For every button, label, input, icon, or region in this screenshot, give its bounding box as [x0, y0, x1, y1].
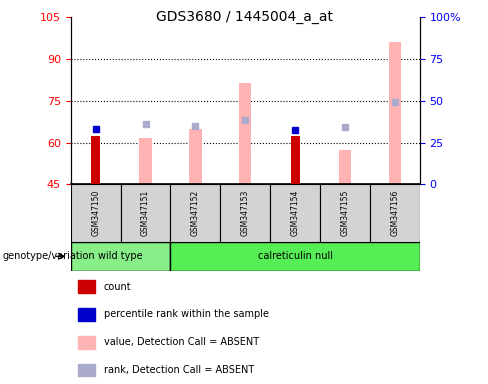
Bar [320, 184, 370, 242]
Text: GDS3680 / 1445004_a_at: GDS3680 / 1445004_a_at [156, 10, 332, 23]
Text: count: count [103, 281, 131, 291]
Bar [71, 184, 121, 242]
Bar [78, 364, 95, 376]
Bar [121, 184, 170, 242]
Text: wild type: wild type [98, 251, 143, 262]
Bar [78, 308, 95, 321]
Text: percentile rank within the sample: percentile rank within the sample [103, 310, 269, 319]
Bar [139, 138, 152, 184]
Text: GSM347150: GSM347150 [91, 190, 100, 236]
Bar [170, 242, 420, 271]
Bar [339, 149, 351, 184]
Bar [78, 280, 95, 293]
Bar [189, 129, 202, 184]
Text: genotype/variation: genotype/variation [2, 251, 95, 262]
Bar [170, 184, 220, 242]
Bar [370, 184, 420, 242]
Text: rank, Detection Call = ABSENT: rank, Detection Call = ABSENT [103, 365, 254, 375]
Bar [388, 42, 401, 184]
Bar [290, 136, 300, 184]
Text: GSM347156: GSM347156 [390, 190, 399, 236]
Bar [78, 336, 95, 349]
Text: GSM347151: GSM347151 [141, 190, 150, 236]
Text: GSM347152: GSM347152 [191, 190, 200, 236]
Bar [71, 242, 170, 271]
Text: GSM347153: GSM347153 [241, 190, 250, 236]
Bar [270, 184, 320, 242]
Text: calreticulin null: calreticulin null [258, 251, 332, 262]
Text: value, Detection Call = ABSENT: value, Detection Call = ABSENT [103, 337, 259, 347]
Bar [220, 184, 270, 242]
Text: GSM347154: GSM347154 [290, 190, 300, 236]
Bar [91, 136, 100, 184]
Text: GSM347155: GSM347155 [341, 190, 349, 236]
Bar [239, 83, 251, 184]
